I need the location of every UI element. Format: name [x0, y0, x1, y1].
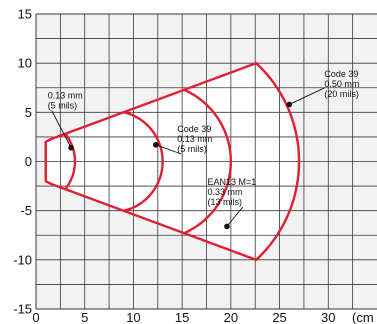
range-curve-2 [122, 111, 164, 212]
x-tick-label: 25 [272, 310, 286, 324]
annotation-3: EAN13 M=10.33 mm(13 mils) [207, 177, 256, 230]
annotation-dot [286, 101, 293, 108]
annotation-leader [289, 87, 325, 105]
outer-zone-boundary [44, 61, 301, 262]
annotation-text: (13 mils) [207, 197, 242, 207]
annotation-text: (20 mils) [324, 89, 359, 99]
range-curves [44, 61, 301, 262]
y-tick-label: -5 [20, 203, 32, 218]
annotation-dot [224, 223, 230, 230]
annotation-dot [153, 141, 159, 148]
x-tick-label: 30 [321, 310, 335, 324]
annotation-text: Code 39 [177, 124, 211, 134]
annotation-text: (5 mils) [177, 144, 207, 154]
annotations: 0.13 mm(5 mils)Code 390.13 mm(5 mils)EAN… [48, 69, 359, 230]
y-tick-label: 10 [18, 56, 32, 71]
x-tick-label: 15 [175, 310, 189, 324]
annotation-leader [226, 206, 244, 227]
grid-lines [36, 14, 377, 309]
annotation-leader [155, 144, 182, 155]
annotation-text: 0.33 mm [207, 187, 242, 197]
range-curve-1 [64, 132, 77, 191]
annotation-leader [51, 110, 72, 148]
y-tick-labels: -15 -10 -5 0 5 10 15 [13, 7, 32, 317]
annotation-4: Code 390.50 mm(20 mils) [286, 69, 359, 108]
annotation-dot [68, 144, 74, 151]
x-tick-label: 5 [81, 310, 88, 324]
annotation-text: 0.13 mm [177, 134, 212, 144]
x-tick-label: 20 [224, 310, 238, 324]
y-tick-label: 15 [18, 7, 32, 22]
annotation-1: 0.13 mm(5 mils) [48, 91, 83, 151]
annotation-text: 0.50 mm [324, 79, 359, 89]
x-tick-label: 10 [126, 310, 140, 324]
y-tick-label: -10 [13, 252, 32, 267]
y-tick-label: 0 [25, 154, 32, 169]
x-tick-label: 0 [32, 310, 39, 324]
annotation-text: 0.13 mm [48, 91, 83, 101]
x-unit-label: (cm [352, 310, 374, 324]
annotation-text: (5 mils) [48, 101, 78, 111]
x-tick-labels: 0 5 10 15 20 25 30 [32, 310, 335, 324]
y-tick-label: 5 [25, 105, 32, 120]
y-tick-label: -15 [13, 302, 32, 317]
annotation-text: Code 39 [324, 69, 358, 79]
annotation-text: EAN13 M=1 [207, 177, 256, 187]
annotation-2: Code 390.13 mm(5 mils) [153, 124, 212, 155]
range-curve-3 [182, 88, 233, 235]
plot-frame [35, 13, 377, 310]
